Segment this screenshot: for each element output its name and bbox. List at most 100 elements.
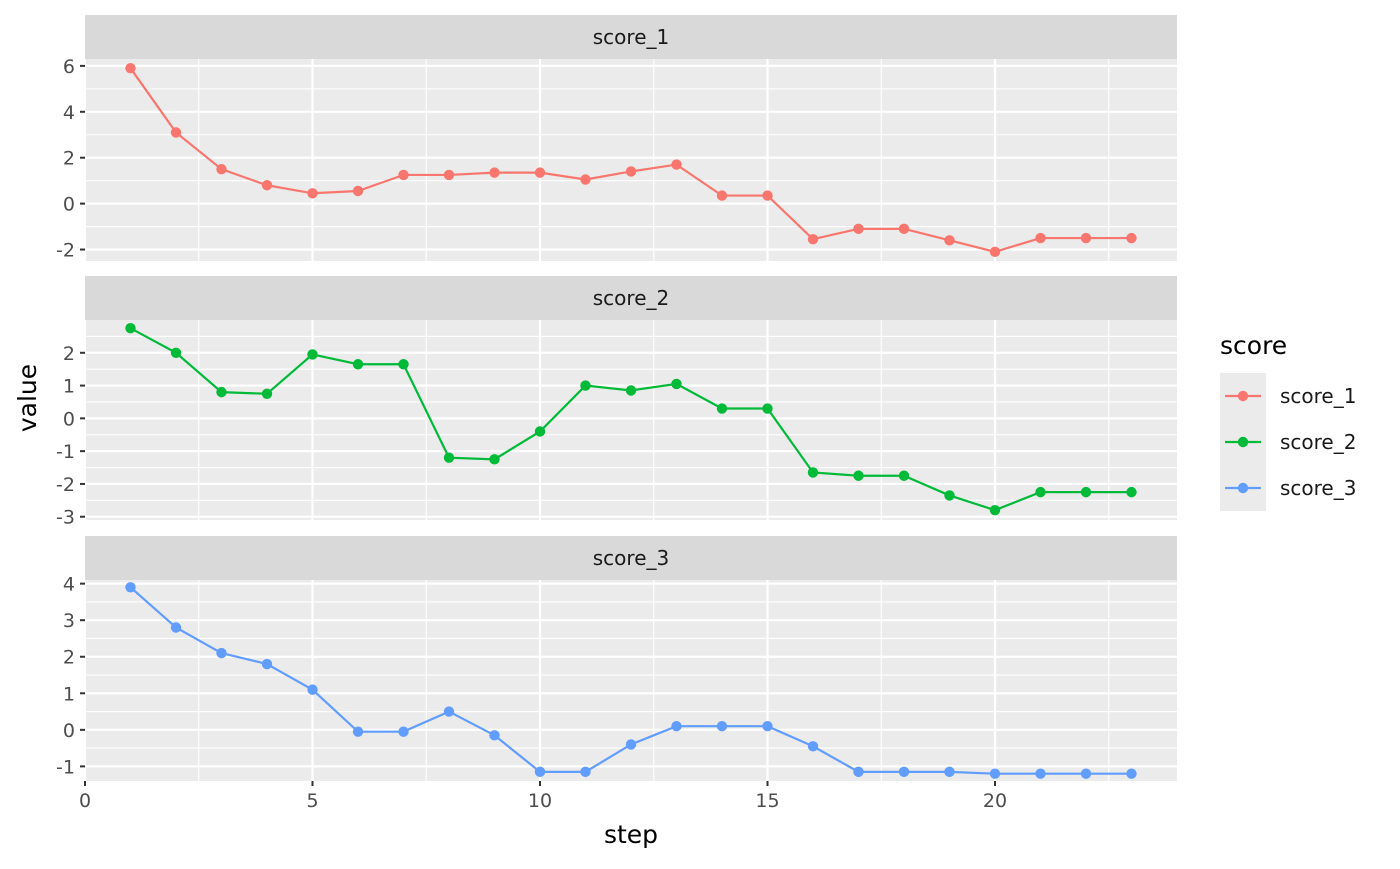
legend: score score_1 score_2 score_3 [1220,331,1356,511]
data-point-score_1 [489,167,500,178]
y-tick-label: -1 [56,441,75,463]
data-point-score_2 [898,470,910,481]
data-point-score_1 [944,235,955,246]
y-tick-label: 2 [63,343,75,365]
data-point-score_3 [853,766,864,778]
facet-strip-label: score_3 [593,546,669,570]
y-tick-label: 0 [63,408,75,430]
x-tick-label: 10 [528,790,552,812]
data-point-score_2 [944,490,955,501]
data-point-score_3 [625,739,637,750]
data-point-score_1 [989,246,1001,258]
legend-item-label: score_3 [1280,476,1356,500]
data-point-score_3 [1035,768,1046,779]
facet-strip-label: score_1 [593,25,669,49]
data-point-score_3 [944,766,955,778]
legend-key-point [1237,482,1249,494]
data-point-score_2 [534,426,546,437]
y-tick-label: -2 [56,474,75,496]
data-point-score_2 [807,467,819,478]
data-point-score_1 [307,188,318,199]
data-point-score_1 [853,223,864,235]
data-point-score_1 [1035,232,1046,244]
data-point-score_1 [261,180,273,191]
data-point-score_2 [261,388,273,399]
data-point-score_3 [398,726,409,737]
data-point-score_3 [125,582,136,593]
facet-strip-score_2 [85,276,1177,320]
legend-title: score [1220,331,1287,360]
y-tick-label: -2 [56,240,75,262]
data-point-score_3 [716,720,728,732]
legend-item-label: score_1 [1280,384,1356,408]
y-tick-label: 6 [63,56,75,78]
data-point-score_2 [398,359,409,370]
legend-item-score_2: score_2 [1220,419,1356,465]
data-point-score_1 [398,169,409,181]
data-point-score_2 [853,470,864,481]
y-tick-label: 2 [63,647,75,669]
x-tick-label: 20 [983,790,1007,812]
data-point-score_1 [352,185,364,197]
panel-background [85,320,1177,520]
data-point-score_1 [580,174,591,185]
data-point-score_1 [170,127,182,138]
y-tick-label: 2 [63,148,75,170]
facet-strip-score_1 [85,15,1177,59]
y-tick-label: 0 [63,720,75,742]
data-point-score_1 [216,163,227,175]
y-tick-label: 1 [63,376,75,398]
data-point-score_1 [898,223,910,235]
data-point-score_3 [898,766,910,778]
data-point-score_2 [307,349,318,360]
data-point-score_2 [216,386,227,398]
data-point-score_1 [716,190,728,201]
x-tick-label: 5 [306,790,318,812]
data-point-score_3 [170,622,182,633]
data-point-score_1 [625,166,637,177]
data-point-score_2 [716,403,728,414]
data-point-score_2 [1035,486,1046,498]
data-point-score_1 [762,190,773,201]
data-point-score_1 [125,62,136,74]
data-point-score_3 [671,720,682,732]
data-point-score_3 [352,726,364,737]
data-point-score_1 [1080,232,1092,244]
data-point-score_1 [443,169,455,181]
data-point-score_3 [216,647,227,659]
data-point-score_3 [534,766,546,778]
data-point-score_2 [443,452,455,463]
x-tick-label: 0 [79,790,91,812]
data-point-score_1 [534,167,546,178]
data-point-score_3 [261,658,273,670]
y-tick-label: 0 [63,194,75,216]
facet-panels: score_1 score_2 score_3 [83,15,1177,781]
y-tick-label: 1 [63,683,75,705]
panel-background [85,580,1177,781]
data-point-score_3 [443,706,455,717]
data-point-score_3 [807,741,819,752]
data-point-score_3 [489,730,500,741]
x-tick-label: 15 [755,790,779,812]
data-point-score_3 [1126,768,1137,779]
facet-score_2: score_2 [83,276,1177,520]
data-point-score_3 [989,768,1001,779]
data-point-score_3 [1080,768,1092,779]
data-point-score_3 [307,684,318,695]
facet-score_1: score_1 [83,15,1177,261]
data-point-score_2 [1080,486,1092,498]
y-tick-label: 3 [63,610,75,632]
y-axis-title: value [13,364,42,432]
data-point-score_2 [352,359,364,370]
data-point-score_2 [125,322,136,334]
y-tick-label: -1 [56,756,75,778]
legend-key-point [1237,390,1249,402]
data-point-score_2 [671,378,682,390]
data-point-score_2 [989,504,1001,516]
data-point-score_2 [762,403,773,414]
x-axis-title: step [604,820,658,849]
data-point-score_2 [1126,486,1137,498]
